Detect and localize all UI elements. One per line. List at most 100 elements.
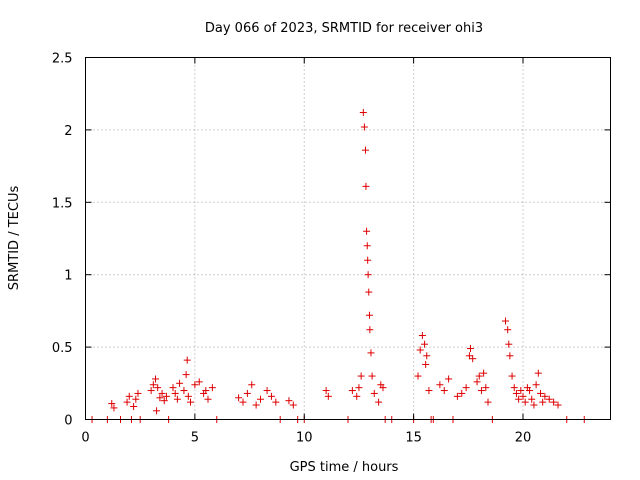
data-point <box>425 387 433 395</box>
plot-frame <box>85 57 611 420</box>
data-point <box>285 397 293 405</box>
data-point <box>363 242 371 250</box>
data-point <box>467 345 474 353</box>
data-point <box>364 256 372 264</box>
data-point <box>359 109 367 117</box>
data-point <box>243 389 251 397</box>
data-point <box>362 182 370 190</box>
data-point <box>534 369 542 377</box>
data-point <box>521 398 529 406</box>
data-point <box>469 355 477 363</box>
data-point <box>267 392 275 400</box>
data-point <box>252 401 260 409</box>
data-point <box>528 395 536 403</box>
data-point <box>202 387 210 395</box>
data-point <box>272 398 280 406</box>
data-point <box>445 375 453 383</box>
data-point <box>375 398 383 406</box>
data-point <box>465 352 473 360</box>
data-point <box>418 332 426 340</box>
data-point <box>204 395 212 403</box>
data-point <box>367 349 375 357</box>
data-point <box>348 387 356 395</box>
data-point <box>484 398 492 406</box>
chart-title: Day 066 of 2023, SRMTID for receiver ohi… <box>205 21 483 36</box>
data-point <box>152 375 159 383</box>
data-point <box>440 387 448 395</box>
data-points <box>88 109 588 423</box>
data-point <box>169 384 177 392</box>
data-point <box>154 384 162 392</box>
data-point <box>379 384 387 392</box>
data-point <box>134 389 142 397</box>
data-point <box>360 123 368 131</box>
data-point <box>289 401 297 409</box>
data-point <box>537 389 544 397</box>
data-point <box>108 400 116 408</box>
data-point <box>357 372 365 380</box>
data-point <box>180 387 188 395</box>
data-point <box>475 372 483 380</box>
x-axis-title: GPS time / hours <box>290 460 399 475</box>
data-point <box>195 378 203 386</box>
data-point <box>545 395 553 403</box>
data-point <box>162 392 170 400</box>
data-point <box>130 402 138 410</box>
data-point <box>477 387 485 395</box>
data-point <box>512 389 520 397</box>
data-point <box>125 392 133 400</box>
data-point <box>263 387 271 395</box>
data-point <box>505 340 513 348</box>
x-tick-label: 5 <box>191 431 199 446</box>
data-point <box>183 356 191 364</box>
data-point <box>526 387 534 395</box>
data-point <box>532 381 540 389</box>
data-point <box>153 407 161 415</box>
data-point <box>158 389 166 397</box>
y-tick-label: 1 <box>64 269 72 284</box>
data-point <box>365 311 373 319</box>
data-point <box>510 384 518 392</box>
data-point <box>257 395 264 403</box>
data-point <box>353 392 361 400</box>
data-point <box>182 371 190 379</box>
y-tick-label: 0.5 <box>52 341 73 356</box>
data-point <box>554 401 562 409</box>
y-tick-label: 1.5 <box>52 196 73 211</box>
data-point <box>368 372 376 380</box>
data-point <box>458 389 466 397</box>
x-tick-label: 10 <box>296 431 313 446</box>
y-tick-label: 2.5 <box>52 52 73 67</box>
data-point <box>363 227 371 235</box>
data-point <box>156 394 164 402</box>
y-tick-label: 2 <box>64 124 72 139</box>
data-point <box>147 387 155 395</box>
data-point <box>508 372 516 380</box>
data-point <box>322 387 330 395</box>
data-point <box>364 271 372 279</box>
data-point <box>519 392 527 400</box>
y-axis-title: SRMTID / TECUs <box>7 186 22 291</box>
data-point <box>550 398 558 406</box>
data-point <box>239 398 247 406</box>
data-point <box>423 352 431 360</box>
data-point <box>110 404 118 412</box>
data-point <box>414 372 422 380</box>
data-point <box>530 401 538 409</box>
x-tick-label: 0 <box>81 431 89 446</box>
data-point <box>176 379 184 387</box>
data-point <box>517 387 525 395</box>
data-point <box>324 392 332 400</box>
data-point <box>149 381 157 389</box>
data-point <box>187 398 194 406</box>
data-point <box>421 340 429 348</box>
y-tick-label: 0 <box>64 414 72 429</box>
data-point <box>453 392 461 400</box>
axis-ticks <box>85 57 611 420</box>
data-point <box>248 381 256 389</box>
data-point <box>506 352 514 360</box>
data-point <box>539 398 547 406</box>
data-point <box>366 326 374 334</box>
data-point <box>482 384 490 392</box>
